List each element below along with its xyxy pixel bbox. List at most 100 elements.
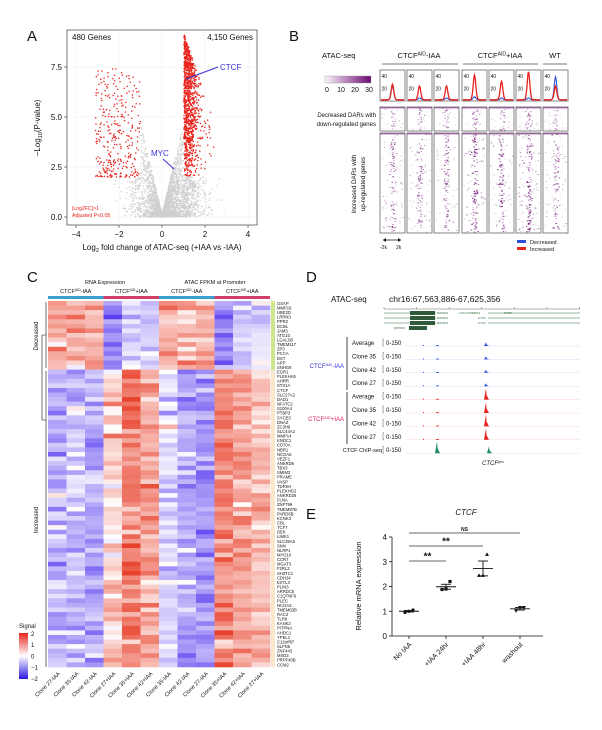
- heat-dot: [502, 228, 504, 230]
- heat-dot: [383, 141, 386, 143]
- volcano-point: [178, 163, 180, 166]
- volcano-point-up: [183, 99, 186, 101]
- heat-dot: [393, 123, 395, 125]
- heat-dot: [503, 215, 505, 217]
- volcano-point: [138, 203, 140, 206]
- volcano-point-down: [129, 154, 131, 157]
- heat-dot: [419, 166, 421, 167]
- volcano-point-down: [114, 139, 116, 141]
- volcano-point-up: [186, 72, 188, 74]
- volcano-point: [145, 164, 147, 167]
- volcano-point: [177, 157, 179, 159]
- volcano-point-up: [188, 115, 190, 117]
- volcano-point-down: [109, 161, 112, 164]
- volcano-point: [186, 187, 189, 189]
- volcano-point-down: [126, 145, 129, 148]
- heat-dot: [473, 146, 475, 148]
- heat-dot: [452, 222, 454, 224]
- volcano-point-up: [188, 67, 190, 70]
- heat-dot: [384, 199, 386, 201]
- volcano-point-down: [95, 75, 98, 78]
- volcano-point: [182, 166, 184, 168]
- volcano-point: [161, 216, 163, 218]
- volcano-point: [133, 205, 135, 208]
- heat-dot: [391, 201, 393, 203]
- volcano-point: [178, 178, 180, 180]
- heat-dot: [501, 203, 503, 204]
- heat-dot: [476, 159, 478, 161]
- heat-dot: [384, 108, 386, 110]
- volcano-point-down: [117, 115, 119, 118]
- heat-dot: [501, 110, 503, 112]
- volcano-point-down: [100, 105, 102, 107]
- volcano-point-up: [196, 101, 198, 104]
- heat-dot: [399, 217, 401, 218]
- volcano-point-up: [203, 130, 205, 132]
- heat-dot: [474, 138, 476, 140]
- heat-dot: [465, 123, 468, 125]
- heat-dot: [477, 231, 479, 232]
- heat-dot: [397, 191, 399, 193]
- heat-dot: [455, 124, 457, 126]
- heat-dot: [417, 202, 419, 204]
- volcano-point: [176, 157, 178, 159]
- volcano-point-up: [186, 171, 189, 174]
- volcano-point-down: [95, 175, 97, 177]
- heat-dot: [466, 215, 468, 216]
- heat-dot: [443, 187, 446, 189]
- heat-dot: [501, 182, 503, 184]
- volcano-point: [128, 186, 130, 188]
- volcano-point: [126, 211, 128, 213]
- volcano-point: [136, 188, 138, 190]
- volcano-point: [169, 214, 172, 216]
- heat-dot: [436, 159, 439, 161]
- volcano-point: [193, 180, 195, 182]
- volcano-point: [142, 205, 145, 208]
- volcano-point: [187, 207, 189, 209]
- heat-dot: [381, 158, 384, 159]
- volcano-point: [168, 208, 171, 210]
- volcano-point-down: [113, 162, 116, 165]
- heat-dot: [447, 136, 449, 138]
- volcano-point: [167, 198, 169, 201]
- volcano-point-up: [185, 166, 188, 168]
- volcano-point: [176, 189, 179, 192]
- volcano-point-up: [193, 116, 195, 118]
- increased-dars-label-2: up-regulated genes: [360, 157, 367, 211]
- volcano-point-up: [191, 111, 193, 114]
- heat-dot: [420, 195, 423, 197]
- volcano-point-up: [183, 70, 186, 72]
- volcano-point: [151, 175, 154, 177]
- volcano-point-up: [184, 80, 187, 82]
- volcano-point: [176, 173, 178, 176]
- heat-dot: [441, 167, 444, 169]
- heat-dot: [482, 148, 484, 150]
- volcano-point-up: [188, 134, 190, 137]
- heat-dot: [481, 149, 484, 151]
- heat-dot: [505, 230, 507, 232]
- volcano-point: [144, 160, 146, 162]
- volcano-point: [136, 184, 138, 187]
- heat-dot: [417, 198, 420, 200]
- volcano-point: [168, 213, 170, 215]
- heat-dot: [493, 145, 495, 147]
- volcano-point: [176, 187, 179, 190]
- heat-dot: [501, 111, 503, 113]
- volcano-point: [147, 187, 149, 189]
- volcano-point: [130, 194, 132, 196]
- volcano-point-up: [204, 126, 206, 129]
- volcano-point: [188, 205, 190, 208]
- heat-top-band: [380, 107, 405, 109]
- heat-dot: [475, 219, 478, 221]
- heat-dot: [441, 228, 443, 230]
- volcano-point-down: [106, 121, 108, 123]
- heat-dot: [393, 170, 395, 172]
- volcano-point-up: [187, 74, 190, 76]
- heat-dot: [422, 148, 424, 150]
- heat-dot: [416, 172, 418, 174]
- heat-dot: [444, 180, 446, 182]
- volcano-point-up: [195, 149, 197, 151]
- volcano-point: [185, 216, 187, 218]
- volcano-point: [146, 207, 148, 209]
- panel-letter-e: E: [306, 506, 316, 523]
